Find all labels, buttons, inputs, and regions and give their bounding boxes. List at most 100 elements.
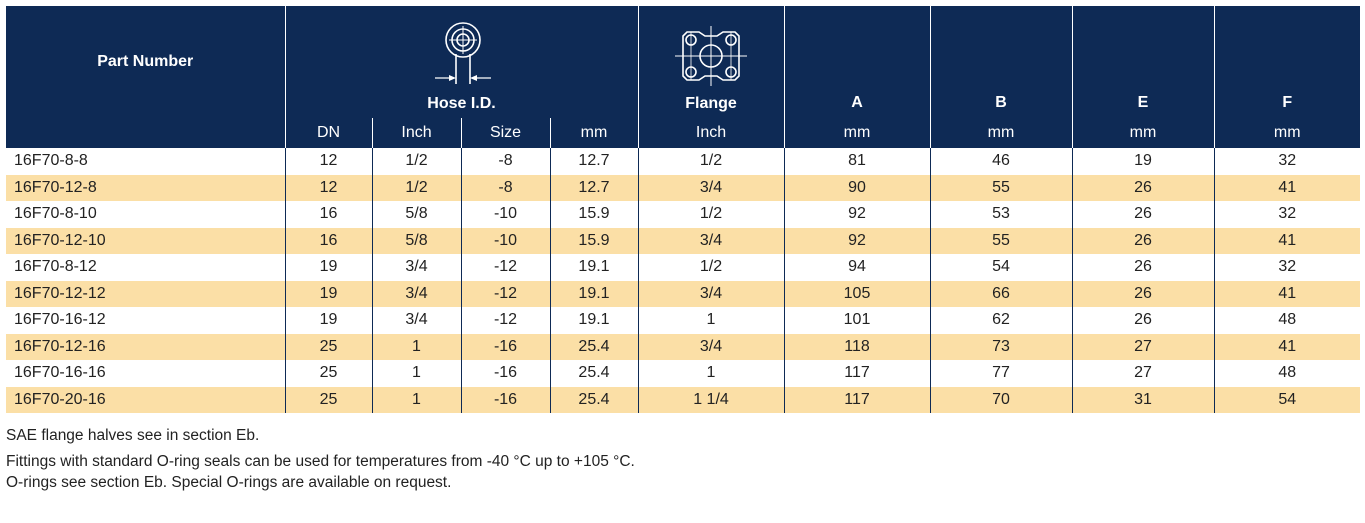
cell-a: 90	[783, 174, 930, 201]
header-flange: Flange	[637, 90, 784, 118]
table-row: 16F70-12-10 16 5/8 -10 15.9 3/4 92 55 26…	[6, 227, 1360, 254]
cell-b: 70	[929, 386, 1072, 413]
cell-part-number: 16F70-12-8	[6, 174, 285, 201]
cell-flange-inch: 1/2	[637, 148, 784, 175]
header-col-e: E	[1071, 6, 1214, 118]
cell-f: 32	[1213, 254, 1360, 281]
cell-part-number: 16F70-16-12	[14, 311, 106, 329]
cell-f: 41	[1213, 333, 1360, 360]
cell-hose-mm: 12.7	[549, 174, 638, 201]
cell-hose-inch: 1/2	[371, 148, 461, 175]
unit-size: Size	[460, 118, 550, 148]
cell-hose-mm: 15.9	[549, 227, 638, 254]
cell-hose-inch: 5/8	[371, 201, 461, 228]
cell-dn: 16	[284, 201, 372, 228]
footnote-temperature: Fittings with standard O-ring seals can …	[6, 453, 635, 470]
cell-a: 101	[783, 307, 930, 334]
cell-a: 92	[783, 201, 930, 228]
cell-size: -12	[460, 280, 550, 307]
cell-e: 26	[1071, 201, 1214, 228]
cell-size: -12	[460, 307, 550, 334]
unit-hose-inch: Inch	[371, 118, 461, 148]
cell-part-number: 16F70-12-12	[6, 280, 285, 307]
cell-f: 41	[1213, 280, 1360, 307]
cell-flange-inch: 3/4	[637, 174, 784, 201]
cell-f: 48	[1213, 307, 1360, 334]
cell-dn: 12	[284, 148, 372, 175]
cell-f: 54	[1213, 386, 1360, 413]
cell-flange-inch: 3/4	[637, 333, 784, 360]
cell-dn: 25	[284, 360, 372, 387]
cell-hose-mm: 19.1	[549, 280, 638, 307]
cell-e: 26	[1071, 254, 1214, 281]
cell-flange-inch: 1	[637, 307, 784, 334]
cell-b: 73	[929, 333, 1072, 360]
cell-dn: 25	[284, 333, 372, 360]
cell-b: 54	[929, 254, 1072, 281]
table-row: 16F70-20-16 25 1 -16 25.4 1 1/4 117 70 3…	[6, 386, 1360, 413]
cell-size: -10	[460, 227, 550, 254]
cell-hose-inch: 3/4	[371, 254, 461, 281]
cell-part-number: 16F70-8-12	[14, 258, 97, 276]
cell-flange-inch: 1 1/4	[637, 386, 784, 413]
cell-hose-inch: 1	[371, 360, 461, 387]
cell-hose-inch: 3/4	[371, 307, 461, 334]
footnote-o-rings: O-rings see section Eb. Special O-rings …	[6, 474, 452, 491]
cell-b: 55	[929, 174, 1072, 201]
unit-f-mm: mm	[1213, 118, 1360, 148]
cell-f: 32	[1213, 201, 1360, 228]
cell-dn: 12	[284, 174, 372, 201]
cell-b: 46	[929, 148, 1072, 175]
footnote-flange-halves: SAE flange halves see in section Eb.	[6, 427, 260, 444]
cell-b: 77	[929, 360, 1072, 387]
cell-a: 118	[783, 333, 930, 360]
cell-hose-inch: 1	[371, 333, 461, 360]
cell-hose-mm: 25.4	[549, 333, 638, 360]
cell-hose-mm: 19.1	[549, 254, 638, 281]
table-row: 16F70-8-12 19 3/4 -12 19.1 1/2 94 54 26 …	[6, 254, 1360, 281]
header-col-a: A	[783, 6, 930, 118]
cell-part-number: 16F70-12-10	[6, 227, 285, 254]
hose-icon-cell	[284, 6, 638, 90]
cell-hose-mm: 25.4	[549, 360, 638, 387]
table-row: 16F70-12-16 25 1 -16 25.4 3/4 118 73 27 …	[6, 333, 1360, 360]
cell-e: 26	[1071, 174, 1214, 201]
flange-fitting-spec-table: Part Number	[6, 6, 1360, 413]
header-part-number: Part Number	[6, 6, 285, 118]
unit-a-mm: mm	[783, 118, 930, 148]
cell-flange-inch: 3/4	[637, 227, 784, 254]
cell-hose-inch: 5/8	[371, 227, 461, 254]
table-row: 16F70-8-10 16 5/8 -10 15.9 1/2 92 53 26 …	[6, 201, 1360, 228]
unit-hose-mm: mm	[549, 118, 638, 148]
table-row: 16F70-12-12 19 3/4 -12 19.1 3/4 105 66 2…	[6, 280, 1360, 307]
unit-flange-inch: Inch	[637, 118, 784, 148]
cell-flange-inch: 1/2	[637, 254, 784, 281]
cell-hose-inch: 3/4	[371, 280, 461, 307]
cell-size: -16	[460, 386, 550, 413]
cell-b: 55	[929, 227, 1072, 254]
cell-e: 27	[1071, 333, 1214, 360]
cell-hose-mm: 12.7	[549, 148, 638, 175]
unit-e-mm: mm	[1071, 118, 1214, 148]
cell-e: 31	[1071, 386, 1214, 413]
header-col-f: F	[1213, 6, 1360, 118]
cell-size: -10	[460, 201, 550, 228]
cell-a: 117	[783, 360, 930, 387]
cell-b: 53	[929, 201, 1072, 228]
cell-a: 92	[783, 227, 930, 254]
cell-part-number: 16F70-20-16	[6, 386, 285, 413]
cell-part-number: 16F70-8-10	[14, 205, 97, 223]
cell-hose-inch: 1	[371, 386, 461, 413]
cell-part-number: 16F70-16-16	[14, 364, 106, 382]
cell-size: -8	[460, 174, 550, 201]
table-row: 16F70-12-8 12 1/2 -8 12.7 3/4 90 55 26 4…	[6, 174, 1360, 201]
hose-id-cross-section-icon	[434, 22, 491, 84]
cell-e: 27	[1071, 360, 1214, 387]
cell-e: 26	[1071, 280, 1214, 307]
header-col-b: B	[929, 6, 1072, 118]
footnotes: SAE flange halves see in section Eb. Fit…	[6, 425, 1360, 493]
cell-size: -12	[460, 254, 550, 281]
table-row: 16F70-16-16 25 1 -16 25.4 1 117 77 27 48	[6, 360, 1360, 387]
unit-b-mm: mm	[929, 118, 1072, 148]
cell-dn: 19	[284, 280, 372, 307]
